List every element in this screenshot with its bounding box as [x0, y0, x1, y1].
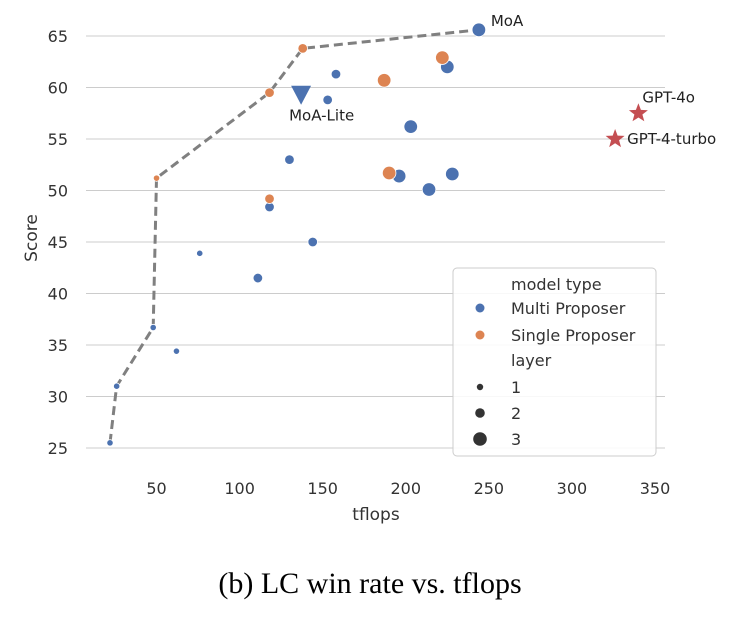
moa-label: MoA	[491, 12, 524, 30]
x-tick-label: 100	[224, 479, 255, 498]
legend-entry-label: Multi Proposer	[511, 299, 626, 318]
legend-size-label: 3	[511, 430, 521, 449]
multi-proposer-point	[149, 323, 157, 332]
y-tick-label: 25	[48, 439, 68, 458]
highlighted-models: MoA-Lite GPT-4o GPT-4-turbo MoA	[289, 12, 716, 148]
multi-proposer-point	[113, 382, 121, 390]
x-tick-label: 250	[474, 479, 505, 498]
y-tick-label: 60	[48, 79, 68, 98]
multi-proposer-point	[106, 439, 114, 447]
x-tick-label: 50	[146, 479, 166, 498]
reference-star-marker	[628, 103, 648, 122]
multi-proposer-point	[421, 182, 437, 197]
multi-proposer-point	[252, 272, 264, 284]
x-tick-label: 200	[390, 479, 421, 498]
reference-model-label: GPT-4-turbo	[627, 130, 716, 148]
legend-size-marker	[476, 383, 484, 391]
multi-proposer-point	[196, 249, 204, 257]
legend-size-label: 2	[511, 404, 521, 423]
legend-marker	[475, 303, 485, 313]
axis-ticks: 25 30 35 40 45 50 55 60 65 50 100 150 200 250 300 350	[48, 27, 671, 498]
y-tick-label: 55	[48, 130, 68, 149]
multi-proposer-point	[471, 22, 487, 38]
moa-lite-label: MoA-Lite	[289, 107, 354, 125]
figure-caption: (b) LC win rate vs. tflops	[218, 567, 521, 600]
reference-model-label: GPT-4o	[642, 88, 695, 106]
y-tick-label: 35	[48, 336, 68, 355]
single-proposer-point	[297, 43, 308, 54]
single-proposer-point	[381, 165, 397, 181]
multi-proposer-point	[403, 119, 418, 134]
x-tick-label: 150	[307, 479, 338, 498]
single-proposer-point	[264, 87, 275, 98]
data-points	[106, 22, 487, 447]
legend-marker	[475, 330, 485, 340]
reference-star-marker	[605, 129, 625, 148]
legend: model type layer Multi Proposer Single Pr…	[452, 267, 657, 457]
legend-entry-label: Single Proposer	[511, 326, 636, 345]
y-tick-label: 65	[48, 27, 68, 46]
x-axis-label: tflops	[352, 505, 400, 525]
x-tick-label: 300	[557, 479, 588, 498]
y-tick-label: 40	[48, 285, 68, 304]
legend-size-label: 1	[511, 378, 521, 397]
legend-size-marker	[475, 408, 485, 418]
single-proposer-point	[376, 73, 392, 88]
x-tick-label: 350	[640, 479, 671, 498]
legend-size-marker	[473, 432, 487, 446]
multi-proposer-point	[172, 347, 181, 355]
single-proposer-point	[152, 174, 161, 182]
multi-proposer-point	[307, 236, 318, 248]
legend-frame	[452, 267, 657, 457]
y-tick-label: 45	[48, 233, 68, 252]
single-proposer-point	[435, 50, 450, 65]
legend-hue-title: model type	[511, 275, 602, 294]
y-tick-label: 50	[48, 182, 68, 201]
multi-proposer-point	[284, 154, 295, 165]
legend-size-title: layer	[511, 351, 552, 370]
y-axis-label: Score	[22, 214, 42, 262]
single-proposer-point	[264, 193, 275, 204]
multi-proposer-point	[322, 94, 333, 106]
y-tick-label: 30	[48, 388, 68, 407]
moa-lite-marker	[291, 85, 312, 105]
grid-lines	[86, 35, 665, 449]
multi-proposer-point	[330, 68, 342, 80]
multi-proposer-point	[445, 166, 460, 182]
